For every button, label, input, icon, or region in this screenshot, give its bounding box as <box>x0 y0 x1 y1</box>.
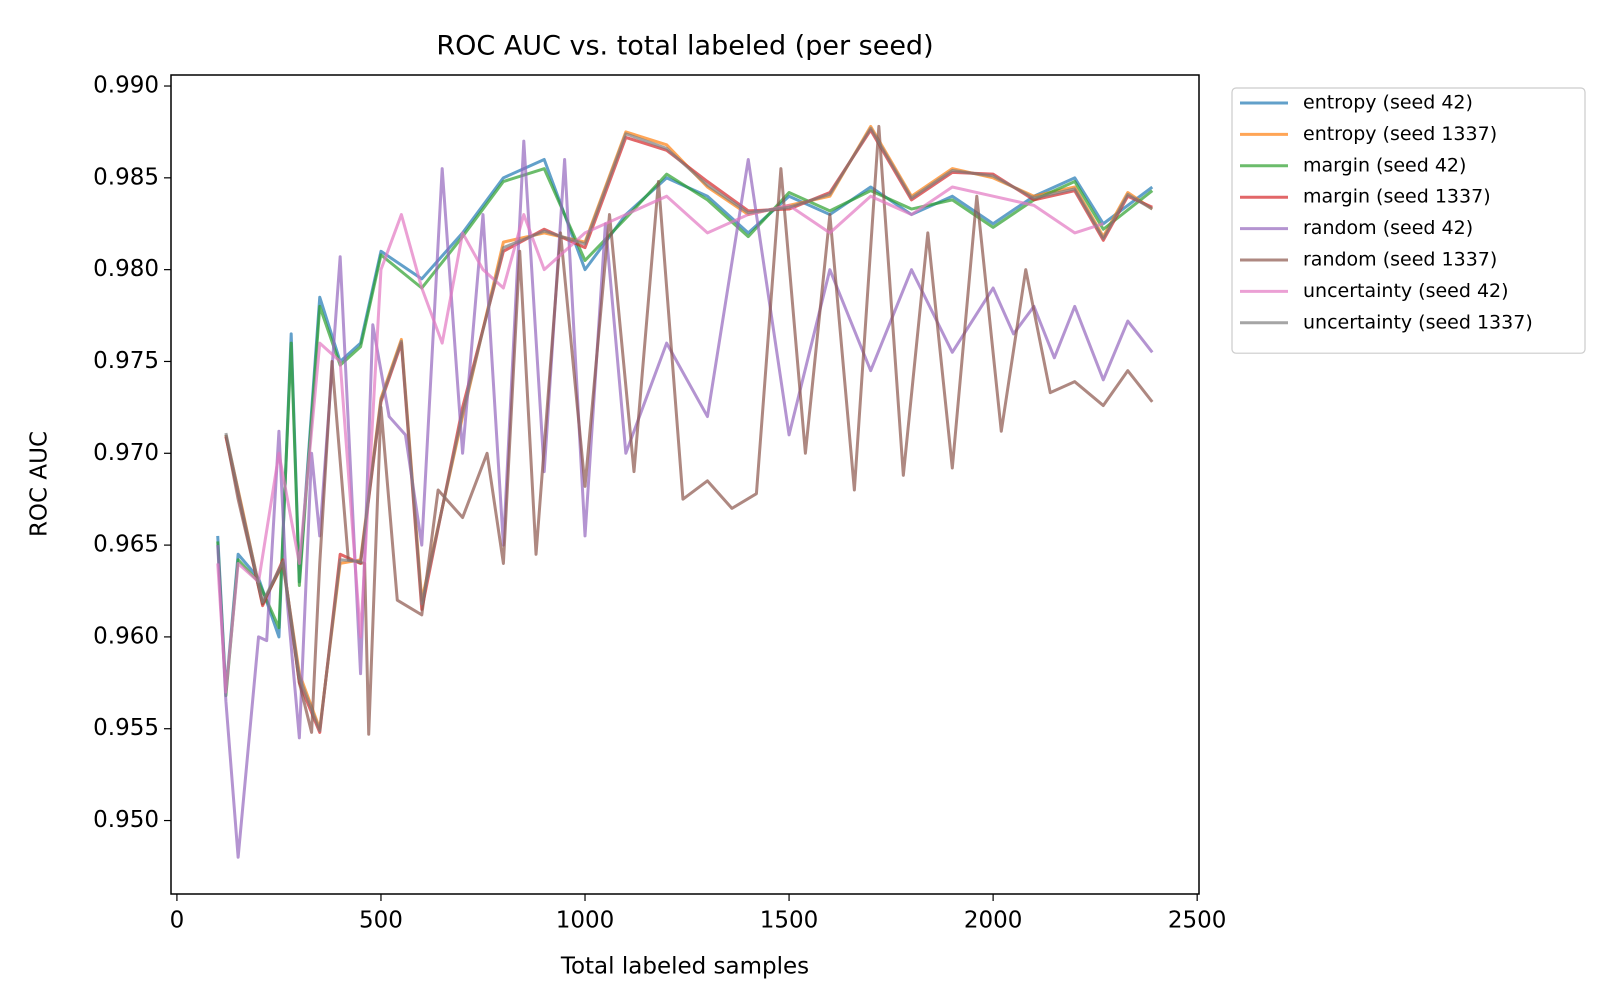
y-tick-label: 0.990 <box>93 73 159 99</box>
y-tick-label: 0.980 <box>93 256 159 282</box>
series-line <box>216 167 1154 698</box>
y-axis-label: ROC AUC <box>27 431 53 537</box>
y-tick-label: 0.975 <box>93 348 159 374</box>
x-tick-label: 1000 <box>556 908 615 934</box>
legend-label: uncertainty (seed 42) <box>1303 280 1509 302</box>
y-tick-label: 0.955 <box>93 715 159 741</box>
series-line <box>216 139 1154 859</box>
y-tick-label: 0.965 <box>93 532 159 558</box>
x-tick-label: 2000 <box>964 908 1023 934</box>
legend-label: random (seed 1337) <box>1303 249 1497 271</box>
x-tick-label: 1500 <box>760 908 819 934</box>
y-tick-label: 0.985 <box>93 164 159 190</box>
series-line <box>216 185 1104 694</box>
legend-label: entropy (seed 1337) <box>1303 123 1497 145</box>
x-tick-label: 2500 <box>1168 908 1227 934</box>
legend-label: margin (seed 42) <box>1303 154 1466 176</box>
plot-frame <box>170 74 1200 895</box>
legend-label: uncertainty (seed 1337) <box>1303 311 1533 333</box>
legend-label: margin (seed 1337) <box>1303 186 1491 208</box>
y-tick-label: 0.950 <box>93 807 159 833</box>
y-tick-label: 0.970 <box>93 440 159 466</box>
y-tick-label: 0.960 <box>93 623 159 649</box>
legend-box <box>1231 87 1586 354</box>
x-axis-label: Total labeled samples <box>560 954 809 980</box>
legend-label: entropy (seed 42) <box>1303 92 1473 114</box>
series-line <box>224 126 1154 733</box>
x-tick-label: 500 <box>359 908 403 934</box>
legend-label: random (seed 42) <box>1303 217 1473 239</box>
chart-title: ROC AUC vs. total labeled (per seed) <box>436 31 933 62</box>
series-line <box>224 128 1153 734</box>
legend: entropy (seed 42) entropy (seed 1337) marg… <box>1231 87 1586 354</box>
series-line <box>224 124 1154 736</box>
x-tick-label: 0 <box>170 908 185 934</box>
